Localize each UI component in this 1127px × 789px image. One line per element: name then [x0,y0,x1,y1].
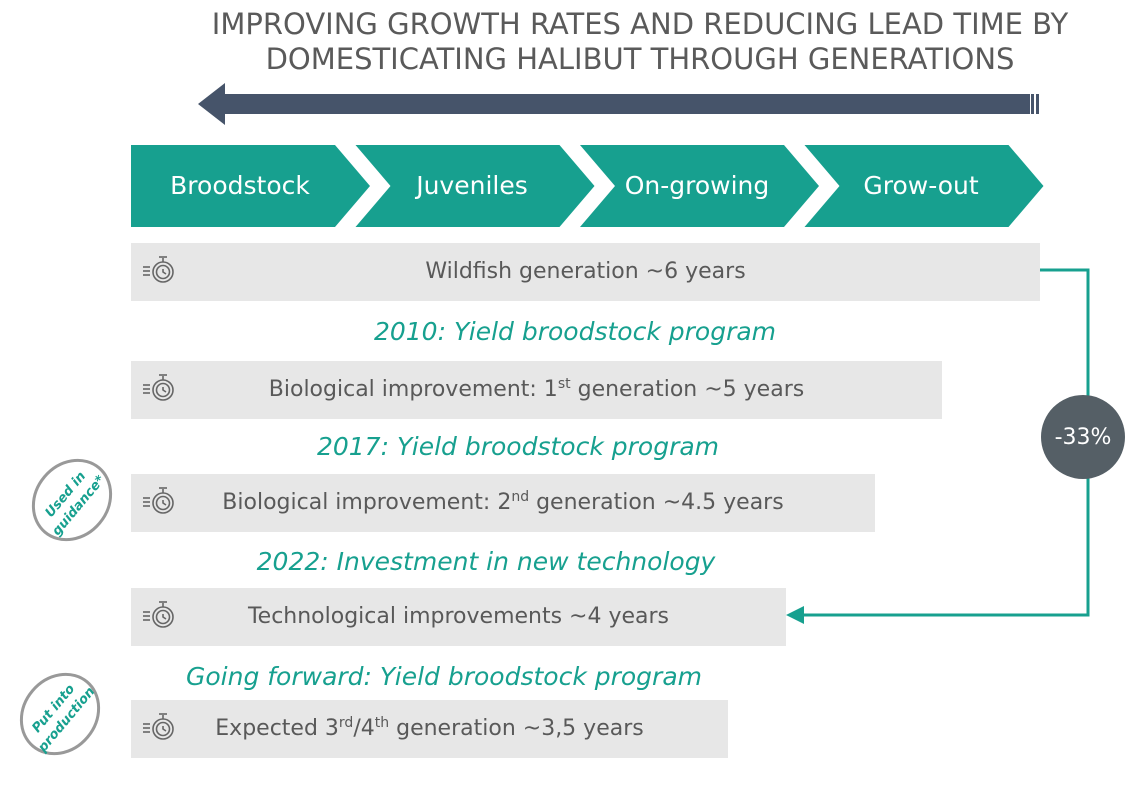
text-part: Biological improvement: 1 [269,377,558,402]
reduction-label: -33% [1055,425,1112,450]
stage-label: Broodstock [170,171,310,200]
row-heading: 2010: Yield broodstock program [374,317,776,346]
bracket-arrowhead [786,606,804,624]
text-part: Wildfish generation ~6 years [425,259,745,284]
icon-part [155,495,171,511]
stage-label: Grow-out [863,171,978,200]
stopwatch-icon [143,601,174,628]
icon-part [155,609,171,625]
duration-bar [131,474,875,532]
stage-label: Juveniles [414,171,528,200]
stage-chevron [131,145,370,227]
superscript: rd [339,715,353,731]
icon-part [155,721,171,737]
stopwatch-icon [143,487,174,514]
row-heading: 2017: Yield broodstock program [317,432,719,461]
icon-part [155,264,171,280]
stamp-ring [19,672,101,756]
text-part: Expected 3 [215,716,339,741]
row-heading: Going forward: Yield broodstock program [186,662,702,691]
row-heading: 2022: Investment in new technology [257,547,717,576]
icon-part [162,726,167,732]
text-part: generation ~5 years [571,377,805,402]
stage-chevron [804,145,1044,227]
text-part: Technological improvements ~4 years [247,604,669,629]
reduction-badge [1041,395,1125,479]
timeline-arrow [198,83,1039,125]
superscript: nd [511,489,529,505]
text-part: generation ~3,5 years [389,716,644,741]
stopwatch-icon [143,256,174,283]
duration-bar [131,361,942,419]
stamp-ring [31,458,113,542]
superscript: st [558,376,571,392]
icon-part [162,269,167,275]
bar-text: Biological improvement: 1st generation ~… [269,376,804,402]
icon-part [162,614,167,620]
stage-label: On-growing [625,171,770,200]
icon-part [155,382,171,398]
bar-text: Wildfish generation ~6 years [425,259,745,284]
stopwatch-icon [143,374,174,401]
duration-bar [131,588,786,646]
duration-bar [131,700,728,758]
duration-bar [131,243,1040,301]
icon-part [162,500,167,506]
bar-text: Biological improvement: 2nd generation ~… [222,489,783,515]
text-part: generation ~4.5 years [529,490,784,515]
bar-text: Expected 3rd/4th generation ~3,5 years [215,715,643,741]
title-line: DOMESTICATING HALIBUT THROUGH GENERATION… [266,42,1015,76]
stopwatch-icon [143,713,174,740]
bar-text: Technological improvements ~4 years [247,604,669,629]
stage-chevron [355,145,595,227]
stage-chevron [580,145,819,227]
icon-part [162,387,167,393]
text-part: /4 [353,716,374,741]
superscript: th [375,715,389,731]
title-line: IMPROVING GROWTH RATES AND REDUCING LEAD… [212,7,1069,41]
text-part: Biological improvement: 2 [222,490,511,515]
